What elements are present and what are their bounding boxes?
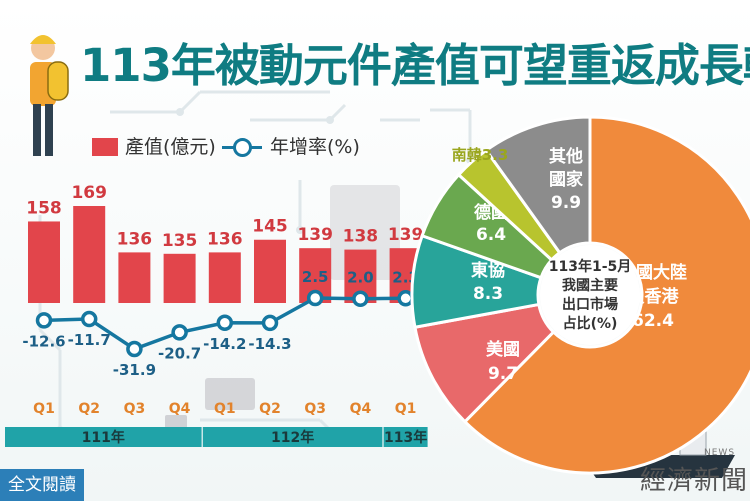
slice-value-label: 8.3 (473, 284, 503, 304)
slice-outside-label: 南韓3.3 (452, 146, 509, 164)
slice-value-label: 9.9 (551, 193, 581, 213)
infographic: 113年被動元件產值可望重返成長軌道 產值(億元) 年增率(%) 1581691… (0, 0, 750, 501)
logo: 經濟新聞 (640, 460, 748, 497)
full-text-button[interactable]: 全文閱讀 (0, 469, 84, 501)
slice-name-label: 美國 (486, 339, 520, 360)
logo-news-text: NEWS (704, 448, 735, 458)
pie-center-label: 出口市場 (562, 296, 618, 313)
slice-name-label: 國家 (549, 169, 583, 190)
pie-center-label: 占比(%) (563, 315, 618, 332)
pie-center-label: 113年1-5月 (549, 258, 632, 275)
pie-chart: 中國大陸及香港62.4美國9.7東協8.3德國6.4其他國家9.9南韓3.311… (0, 0, 750, 501)
slice-value-label: 9.7 (488, 364, 518, 384)
slice-value-label: 6.4 (476, 225, 506, 245)
slice-name-label: 其他 (549, 146, 583, 167)
slice-value-label: 62.4 (632, 311, 674, 331)
pie-center-label: 我國主要 (562, 277, 618, 294)
